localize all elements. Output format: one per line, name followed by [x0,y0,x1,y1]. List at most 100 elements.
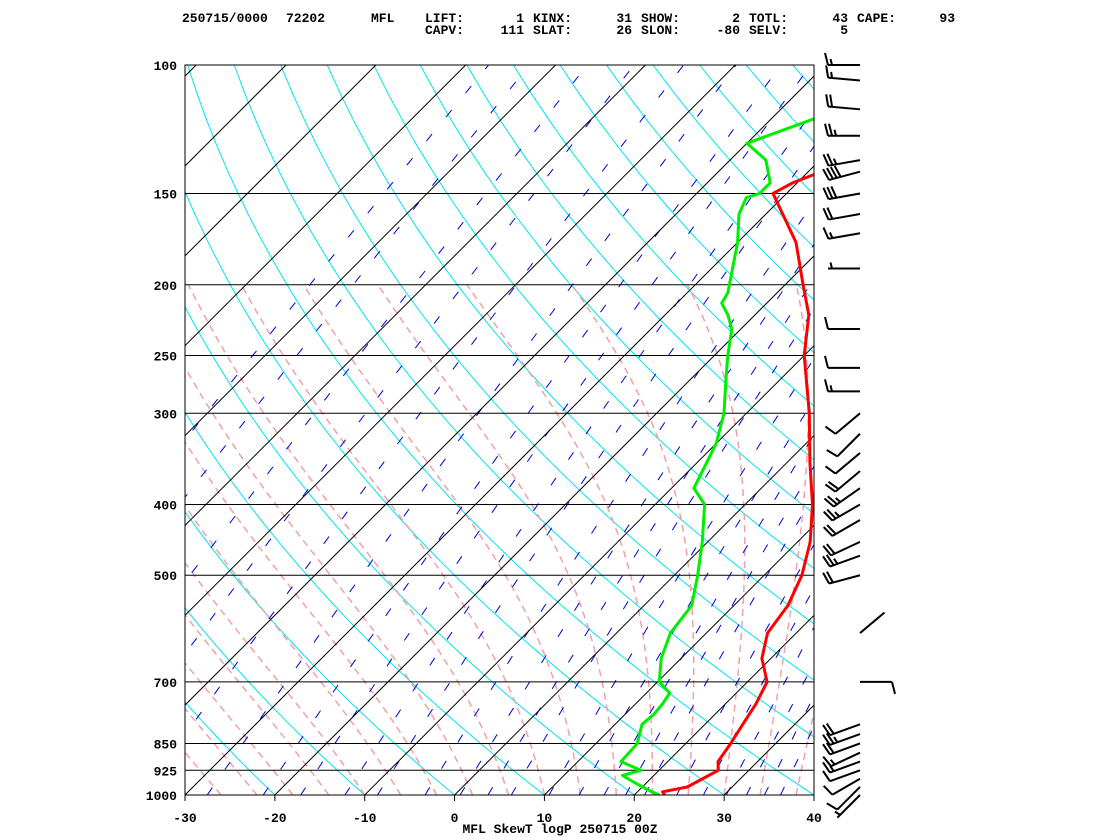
x-tick-label: -30 [173,811,197,826]
wind-barb-feather [891,681,896,695]
dry-adiabat [652,65,814,248]
wind-barb-feather [825,554,835,566]
wind-barb [822,554,861,568]
wind-barb-feather [826,571,834,583]
header-line-2: CAPV: 111 SLAT: 26 SLON: -80 SELV: 5 [425,23,848,38]
wind-barb [822,153,861,167]
mixing-ratio-line [510,307,814,795]
wind-barb [823,487,861,508]
pressure-tick-label: 400 [154,499,178,514]
x-tick-label: 30 [716,811,732,826]
moist-adiabat [759,284,809,795]
wind-barb-feather [826,153,834,166]
mixing-ratio-line [206,65,737,795]
wind-barb-staff [828,170,861,181]
wind-barb-feather [826,167,834,180]
mixing-ratio-line [763,694,814,795]
isotherm-line [633,614,814,795]
wind-barb-staff [836,786,861,811]
pressure-tick-label: 200 [154,279,178,294]
wind-barb [825,65,861,82]
x-tick-label: 0 [451,811,459,826]
wind-barb-half-feather [834,810,841,816]
moist-adiabat [185,707,258,795]
wind-barb [822,186,861,201]
header-index-label: LIFT: [425,11,464,26]
wind-barb [826,433,861,458]
dry-adiabat [326,65,814,625]
wind-barb-feather [827,481,840,490]
wind-barb-feather [826,186,834,199]
isotherm-line [185,65,556,437]
wind-barb-staff [834,470,861,493]
temperature-line [661,172,814,795]
wind-barb [824,123,860,137]
header-index-value: 111 [501,23,525,38]
mixing-ratio-line [377,145,814,795]
wind-barbs [822,52,896,819]
isotherm-line [185,65,287,167]
mixing-ratio-line [625,465,814,795]
wind-barb-staff [833,487,861,508]
pressure-axis: 100 150 200 250 300 400 500 700 850 925 1000 [146,59,177,804]
wind-barb-feather [825,742,835,754]
wind-barb-feather [822,227,830,240]
dry-adiabat [185,607,366,795]
header-index-value: 43 [832,11,848,26]
wind-barb-feather [822,187,830,200]
wind-barb-feather [822,770,831,782]
isotherm-line [185,165,814,795]
wind-barb [824,355,860,369]
wind-barb-feather [822,724,831,736]
wind-barb-feather [824,483,837,493]
mixing-ratio-line [459,243,814,795]
wind-barb-feather [822,555,831,568]
temperature-profile [661,172,814,795]
wind-barb [822,165,861,181]
wind-barb [822,227,861,240]
wind-barb [860,680,896,695]
wind-barb-feather [822,734,831,746]
dry-adiabat [745,65,814,143]
header-index-label: SHOW: [641,11,680,26]
mixing-ratio-line [487,278,814,795]
wind-barb-staff [830,540,861,557]
isotherm-line [185,65,467,347]
wind-barb-feather [822,207,830,220]
wind-barb-feather [824,355,829,369]
wind-barb-feather [829,166,838,179]
header-index-value: 1 [516,11,524,26]
wind-barb-feather [825,94,830,107]
wind-barb-half-feather [829,58,833,66]
moist-adiabats [185,284,814,795]
wind-barb-feather [822,510,834,522]
header-station-number: 72202 [286,11,325,26]
moist-adiabat [185,661,294,795]
wind-barb [822,742,861,756]
wind-barb [824,379,860,393]
header-index-label: SLON: [641,23,680,38]
moist-adiabat [240,284,546,795]
wind-barb-half-feather [833,736,839,743]
x-tick-label: 20 [626,811,642,826]
wind-barb [822,751,861,768]
wind-barb [834,794,861,819]
isotherm-line [454,434,814,795]
wind-barb-feather [822,526,834,537]
wind-barb [824,316,860,331]
wind-barb-half-feather [829,765,835,772]
wind-barb-feather [825,723,835,735]
wind-barb-half-feather [830,71,834,79]
pressure-tick-label: 100 [154,59,178,74]
isotherm-line [364,345,814,795]
wind-barb-feather [822,755,832,767]
wind-barb-staff [828,232,861,240]
dry-adiabat [606,65,814,301]
wind-barb-feather [829,94,834,108]
header-index-label: SLAT: [533,23,572,38]
dry-adiabat [886,65,1120,795]
pressure-tick-label: 1000 [146,789,177,804]
wind-barb-staff [836,433,861,458]
dry-adiabat [280,65,814,681]
wind-barb-feather [826,449,838,458]
